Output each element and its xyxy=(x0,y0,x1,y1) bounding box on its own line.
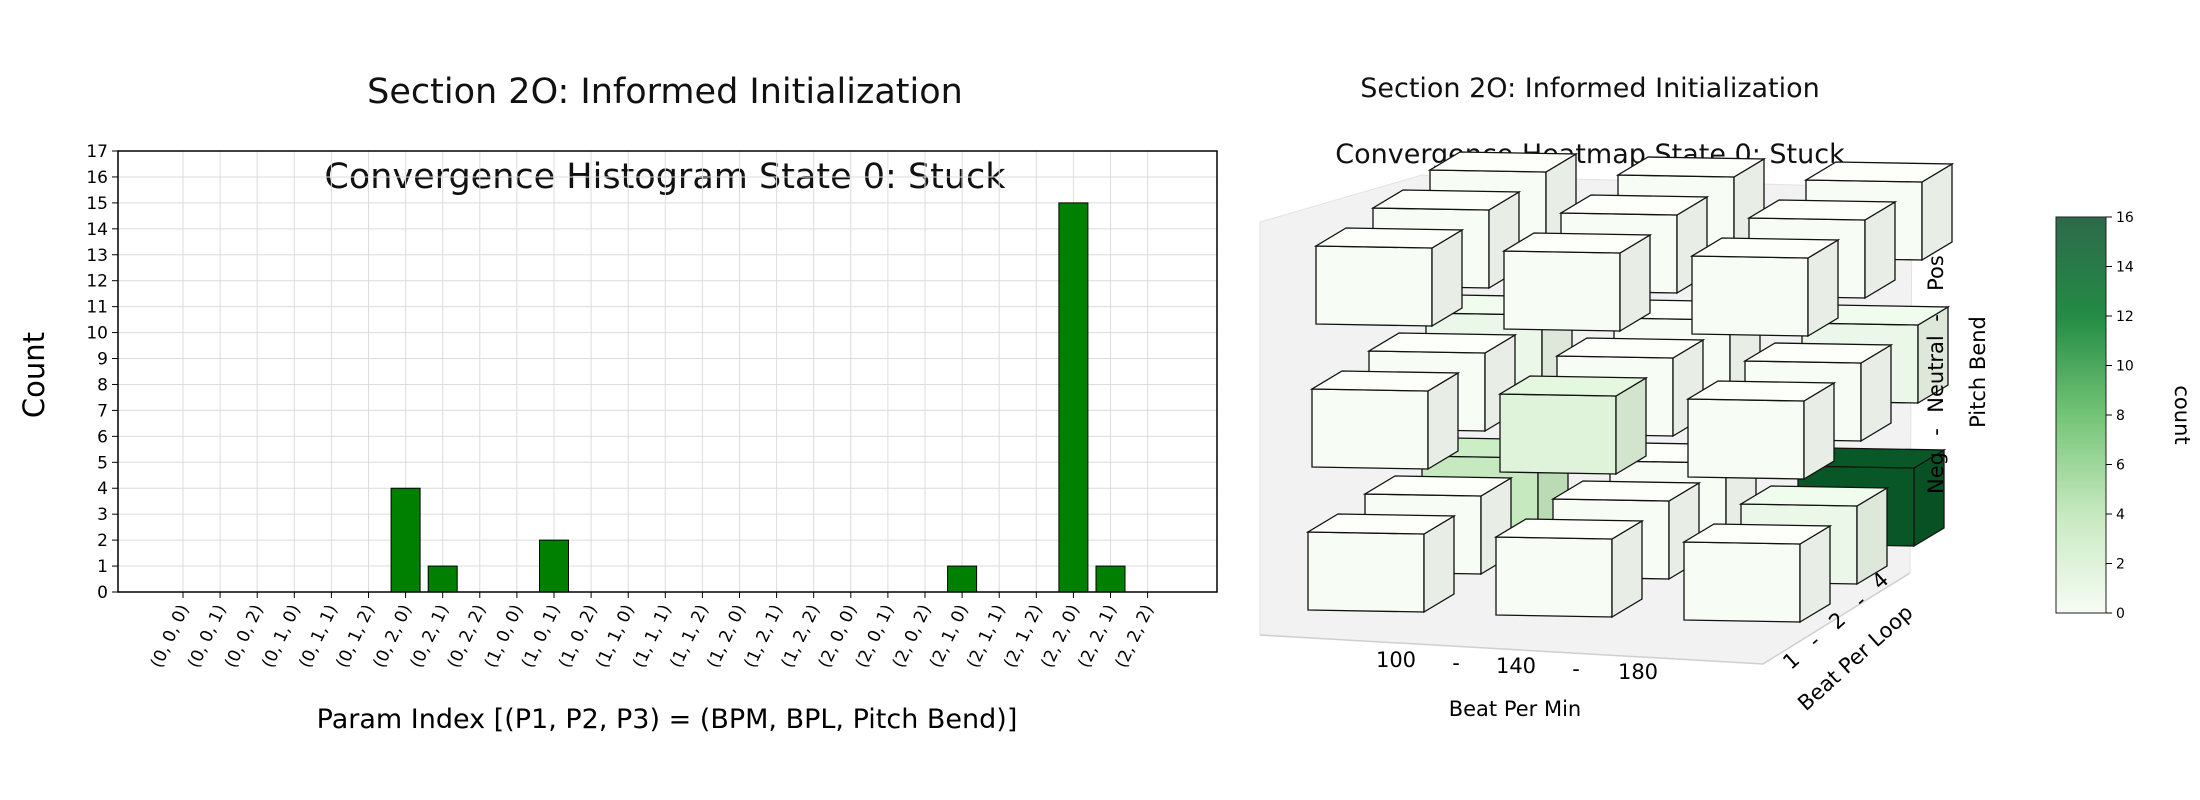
z-tick-label: - xyxy=(1924,428,1948,436)
x-tick-label: - xyxy=(1452,651,1460,675)
heatmap-z-ticks: Neg - Neutral - Pos xyxy=(1924,255,1948,494)
heatmap-cube xyxy=(1689,237,1841,338)
heatmap-title-line1: Section 2O: Informed Initialization xyxy=(1360,72,1820,104)
colorbar-label: count xyxy=(2170,385,2194,444)
x-tick-label: 180 xyxy=(1618,660,1658,684)
y-tick-label: 8 xyxy=(97,375,108,395)
colorbar-tick-label: 6 xyxy=(2116,458,2125,474)
heatmap-cube xyxy=(1681,523,1833,624)
z-tick-label: Neg xyxy=(1924,452,1948,494)
y-tick-label: 17 xyxy=(86,142,108,162)
colorbar-tick-label: 8 xyxy=(2116,408,2125,424)
y-tick-label: 11 xyxy=(86,298,108,318)
y-tick-label: 2 xyxy=(97,531,108,551)
y-tick-label: 14 xyxy=(86,220,108,240)
y-tick-label: 3 xyxy=(97,505,108,525)
y-tick-label: 5 xyxy=(97,453,108,473)
bar xyxy=(1058,202,1089,593)
heatmap-cube xyxy=(1493,518,1645,619)
x-tick-label: 100 xyxy=(1376,648,1416,672)
colorbar-ticks: 0 2 4 6 8 10 12 14 16 xyxy=(2106,210,2134,622)
bar xyxy=(947,565,978,593)
heatmap-cube xyxy=(1497,375,1649,476)
heatmap-cube xyxy=(1501,232,1653,333)
heatmap-x-ticks: 100 - 140 - 180 xyxy=(1376,648,1658,684)
y-tick-label: 7 xyxy=(97,401,108,421)
z-tick-label: Neutral xyxy=(1924,335,1948,413)
y-tick-label: 9 xyxy=(97,350,108,370)
bar xyxy=(539,539,569,593)
x-tick-label: 140 xyxy=(1496,654,1536,678)
x-tick-label: - xyxy=(1572,657,1580,681)
y-tick-label: 1 xyxy=(97,557,108,577)
bar xyxy=(390,487,421,593)
histogram-plot-frame xyxy=(117,150,1218,593)
axis-edge xyxy=(1259,572,1911,665)
histogram-title-line1: Section 2O: Informed Initialization xyxy=(367,71,963,112)
y-tick-label: 12 xyxy=(86,272,108,292)
colorbar-tick-label: 14 xyxy=(2116,260,2134,276)
colorbar-tick-label: 2 xyxy=(2116,557,2125,573)
heatmap-3d-chart: 100-140-180 1-2-4 Neg-Neutral-Pos Beat P… xyxy=(1259,151,1990,721)
y-tick-label: 15 xyxy=(86,194,108,214)
y-tick-label: 6 xyxy=(97,427,108,447)
colorbar: 0 2 4 6 8 10 12 14 16 count xyxy=(2055,210,2194,622)
colorbar-tick-label: 12 xyxy=(2116,309,2134,325)
colorbar-tick-label: 10 xyxy=(2116,359,2134,375)
heatmap-cube xyxy=(1685,380,1837,481)
colorbar-tick-label: 0 xyxy=(2116,606,2125,622)
z-tick-label: - xyxy=(1924,314,1948,322)
bar xyxy=(1095,565,1126,593)
heatmap-cube xyxy=(1313,227,1465,328)
heatmap-cube xyxy=(1305,513,1457,614)
histogram-x-ticks: (0, 0, 0)(0, 0, 1)(0, 0, 2)(0, 1, 0)(0, … xyxy=(147,592,1158,671)
heatmap-x-axis-label: Beat Per Min xyxy=(1449,697,1582,721)
colorbar-tick-label: 16 xyxy=(2116,210,2134,226)
histogram-bars xyxy=(390,202,1126,593)
colorbar-tick-label: 4 xyxy=(2116,507,2125,523)
histogram-grid xyxy=(118,150,1217,593)
y-tick-label: 10 xyxy=(86,324,108,344)
y-tick-label: 0 xyxy=(97,583,108,603)
heatmap-cube xyxy=(1309,370,1461,471)
bar xyxy=(427,565,458,593)
colorbar-gradient xyxy=(2055,216,2107,614)
histogram-y-axis-label: Count xyxy=(17,332,51,418)
y-tick-label: 13 xyxy=(86,246,108,266)
histogram-x-axis-label: Param Index [(P1, P2, P3) = (BPM, BPL, P… xyxy=(317,704,1018,735)
y-tick-label: 4 xyxy=(97,479,108,499)
z-tick-label: Pos xyxy=(1924,255,1948,291)
heatmap-z-axis-label: Pitch Bend xyxy=(1966,316,1990,428)
y-tick-label: 16 xyxy=(86,168,108,188)
heatmap-cubes xyxy=(1305,151,1955,624)
